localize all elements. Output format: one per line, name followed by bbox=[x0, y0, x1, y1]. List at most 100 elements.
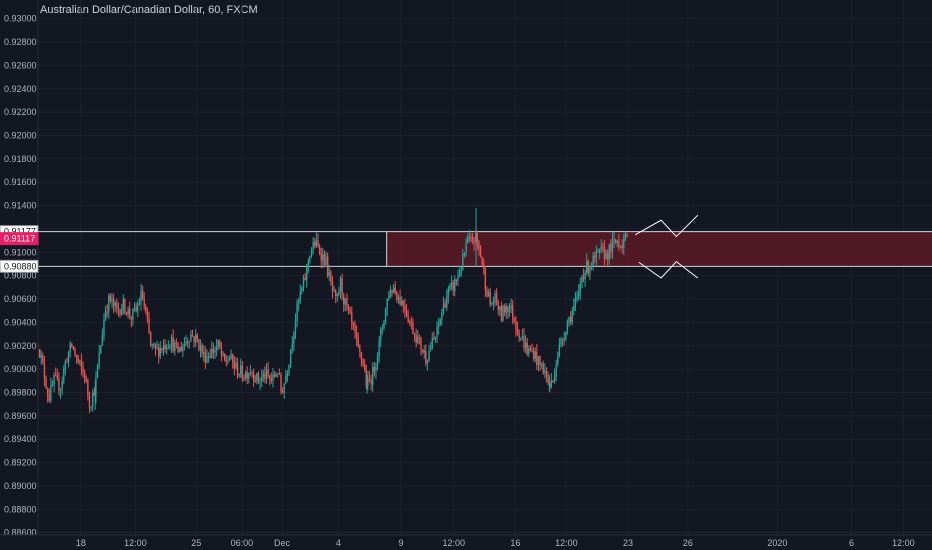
candle-body bbox=[333, 290, 335, 292]
candle-body bbox=[90, 406, 92, 408]
candle-body bbox=[317, 240, 319, 246]
candle-body bbox=[626, 233, 628, 236]
candle-body bbox=[280, 374, 282, 392]
candle-body bbox=[465, 243, 467, 254]
candle-body bbox=[233, 361, 236, 368]
candle-body bbox=[256, 373, 258, 382]
candle-body bbox=[103, 319, 105, 335]
candle-body bbox=[618, 241, 620, 247]
candle-body bbox=[289, 349, 292, 365]
candle-body bbox=[63, 369, 65, 382]
candle-body bbox=[566, 322, 569, 333]
candle-body bbox=[561, 338, 564, 340]
candle-body bbox=[476, 233, 479, 242]
candle-body bbox=[206, 356, 208, 364]
candle-body bbox=[589, 266, 591, 273]
candle-body bbox=[600, 246, 602, 249]
candle-body bbox=[357, 338, 359, 347]
candle-body bbox=[80, 360, 83, 368]
candle-body bbox=[72, 346, 75, 350]
candle-body bbox=[532, 350, 535, 359]
candle-body bbox=[87, 380, 89, 396]
candle-body bbox=[428, 350, 430, 361]
candle-body bbox=[343, 294, 345, 305]
x-tick-label: 4 bbox=[336, 538, 341, 548]
candle-body bbox=[166, 347, 168, 349]
y-tick-label: 0.92000 bbox=[4, 131, 37, 141]
candle-body bbox=[217, 340, 219, 347]
candle-body bbox=[611, 240, 614, 252]
candle-body bbox=[297, 299, 300, 304]
candle-body bbox=[77, 357, 79, 363]
candle-body bbox=[59, 389, 62, 391]
x-tick-label: 12:00 bbox=[892, 538, 915, 548]
candle-body bbox=[330, 272, 332, 283]
candle-body bbox=[458, 273, 461, 276]
y-tick-label: 0.90200 bbox=[4, 341, 37, 351]
candle-body bbox=[539, 356, 541, 365]
candle-body bbox=[195, 334, 197, 342]
candle-body bbox=[523, 335, 525, 349]
candle-body bbox=[584, 272, 586, 280]
candle-body bbox=[246, 372, 248, 379]
candle-body bbox=[531, 350, 533, 352]
candle-body bbox=[153, 343, 155, 345]
candle-body bbox=[235, 362, 237, 368]
candle-body bbox=[367, 378, 369, 386]
candle-body bbox=[309, 256, 311, 262]
candle-body bbox=[442, 303, 445, 312]
x-tick-label: 26 bbox=[683, 538, 693, 548]
candle-body bbox=[534, 351, 536, 359]
candle-body bbox=[407, 315, 409, 322]
candle-body bbox=[109, 295, 112, 301]
candle-body bbox=[238, 374, 240, 376]
x-tick-label: 18 bbox=[76, 538, 86, 548]
candle-body bbox=[360, 352, 363, 361]
candle-body bbox=[215, 346, 218, 350]
candle-body bbox=[544, 370, 546, 374]
candle-body bbox=[351, 313, 353, 323]
y-tick-label: 0.90400 bbox=[4, 317, 37, 327]
candle-body bbox=[79, 360, 81, 363]
candle-body bbox=[236, 362, 239, 376]
candle-body bbox=[83, 372, 86, 380]
candle-body bbox=[437, 324, 440, 327]
candle-body bbox=[563, 338, 565, 340]
candle-body bbox=[347, 306, 350, 310]
candle-body bbox=[508, 308, 511, 312]
candle-body bbox=[185, 341, 187, 344]
candle-body bbox=[212, 348, 215, 353]
candle-body bbox=[553, 376, 556, 382]
candle-body bbox=[336, 294, 339, 297]
candle-body bbox=[312, 242, 314, 250]
candle-body bbox=[146, 312, 149, 319]
candle-body bbox=[211, 348, 213, 358]
candle-body bbox=[429, 349, 432, 351]
candle-body bbox=[281, 391, 284, 393]
candle-body bbox=[568, 316, 570, 323]
candle-body bbox=[595, 251, 598, 258]
candle-body bbox=[157, 347, 160, 357]
candle-body bbox=[368, 378, 371, 380]
candle-body bbox=[196, 334, 199, 340]
candle-body bbox=[574, 299, 577, 306]
candle-body bbox=[180, 347, 182, 352]
candle-body bbox=[515, 321, 517, 330]
candle-body bbox=[56, 376, 59, 378]
candle-body bbox=[470, 236, 472, 238]
y-tick-label: 0.93000 bbox=[4, 14, 37, 24]
candle-body bbox=[285, 376, 287, 384]
y-tick-label: 0.88600 bbox=[4, 528, 37, 538]
candle-body bbox=[349, 309, 351, 314]
candle-body bbox=[378, 339, 380, 357]
candle-body bbox=[582, 276, 585, 280]
candle-body bbox=[363, 364, 366, 370]
y-tick-label: 0.89000 bbox=[4, 481, 37, 491]
candle-body bbox=[164, 344, 166, 349]
candle-body bbox=[492, 302, 495, 304]
candle-body bbox=[207, 356, 210, 358]
candle-body bbox=[117, 308, 120, 310]
candle-body bbox=[71, 343, 73, 347]
